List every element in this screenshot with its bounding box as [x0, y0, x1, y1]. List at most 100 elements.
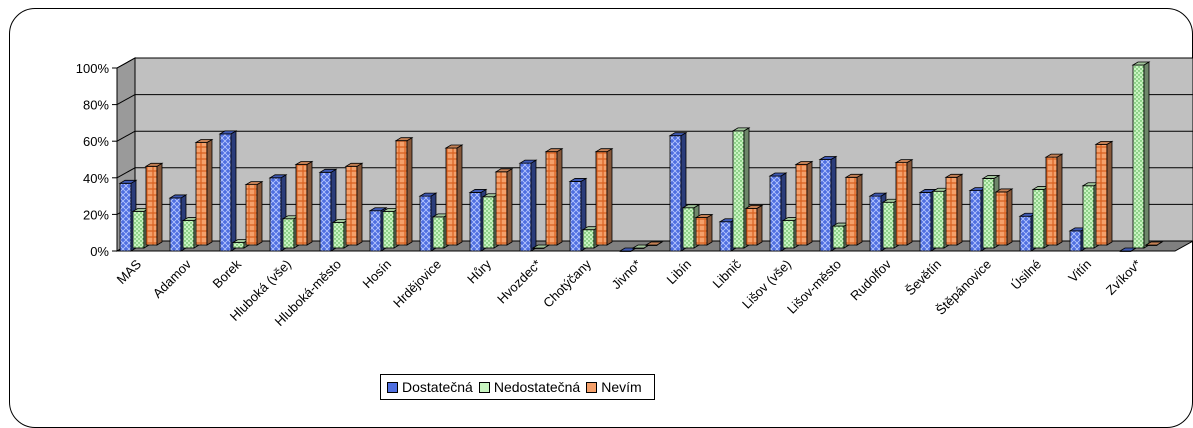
bar-top	[731, 127, 751, 132]
legend-label: Nedostatečná	[493, 379, 581, 395]
bar-top	[244, 181, 264, 186]
bar-front	[419, 195, 432, 252]
bar-top	[894, 159, 914, 164]
bar-front	[832, 225, 845, 249]
bar-top	[1131, 61, 1151, 66]
bar-top	[418, 192, 438, 197]
bar-front	[245, 184, 258, 246]
bar-top	[218, 130, 238, 135]
bar-top	[318, 168, 338, 173]
bar-front	[195, 142, 208, 246]
bar-top	[168, 194, 188, 199]
bar-front	[995, 191, 1008, 246]
legend: Dostatečná Nedostatečná Nevím	[380, 374, 655, 400]
bar-front	[1095, 143, 1108, 246]
bar-Nevím-Ševětín	[944, 173, 964, 246]
bar-side	[530, 159, 537, 252]
y-tick-label: 40%	[83, 171, 109, 186]
bar-side	[1056, 153, 1063, 246]
bar-top	[694, 214, 714, 218]
bar-top	[1144, 241, 1164, 246]
bar-front	[182, 220, 195, 249]
bar-top	[494, 168, 514, 173]
x-tick-label: Hosín	[359, 257, 394, 292]
bar-front	[869, 195, 882, 252]
bar-side	[906, 158, 913, 246]
bar-front	[345, 165, 358, 246]
bar-top	[944, 173, 964, 178]
legend-item: Nevím	[586, 379, 642, 395]
bar-side	[756, 204, 763, 246]
bar-front	[1045, 156, 1058, 246]
bar-front	[845, 176, 858, 246]
bar-side	[406, 136, 413, 246]
bar-top	[818, 156, 838, 160]
bar-side	[856, 173, 863, 246]
bar-top	[681, 204, 701, 209]
chart-svg: 0%20%40%60%80%100%MAS Adamov BorekHluboká …	[76, 57, 1193, 329]
bar-front	[819, 159, 832, 252]
x-tick-label: Ševětín	[902, 257, 944, 299]
bar-top	[294, 161, 314, 165]
bar-Nevím-Hvozdec*	[544, 147, 564, 246]
bar-top	[794, 161, 814, 165]
bar-front	[469, 192, 482, 252]
y-tick-label: 60%	[83, 134, 109, 149]
x-tick-label: Libnič	[709, 256, 744, 291]
x-tick-label: Borek	[209, 256, 244, 291]
bar-side	[706, 213, 713, 246]
bar-front	[732, 130, 745, 249]
x-tick-label: Rudolfov	[847, 256, 894, 303]
gridline-side	[116, 57, 136, 69]
bar-top	[518, 159, 538, 164]
gridline-side	[116, 167, 136, 179]
bar-Nevím-Lišov (vše)	[794, 160, 814, 246]
bar-front	[595, 151, 608, 246]
bar-front	[919, 192, 932, 252]
bar-front	[1032, 189, 1045, 249]
bar-top	[394, 137, 414, 142]
bar-front	[282, 218, 295, 249]
bar-front	[582, 229, 595, 249]
bar-front	[332, 221, 345, 249]
bar-top	[118, 179, 138, 184]
bar-front	[319, 171, 332, 252]
bar-front	[119, 182, 132, 252]
bar-side	[256, 180, 263, 246]
bar-side	[956, 173, 963, 246]
bar-front	[382, 210, 395, 249]
bar-top	[644, 241, 664, 246]
bar-front	[1069, 230, 1082, 252]
bar-front	[969, 190, 982, 252]
bar-side	[556, 147, 563, 246]
bar-side	[156, 162, 163, 246]
legend-label: Dostatečná	[402, 379, 473, 395]
legend-item: Dostatečná	[387, 379, 473, 395]
bar-top	[868, 192, 888, 197]
bar-Nevím-Hůry	[494, 168, 514, 246]
x-tick-label: MAS	[114, 256, 145, 287]
bar-top	[368, 207, 388, 212]
x-tick-label: Hrdějovice	[390, 257, 444, 311]
bar-top	[544, 148, 564, 153]
bar-Nevím-Rudolfov	[894, 158, 914, 246]
x-tick-label: Hůry	[464, 256, 494, 286]
x-tick-label: Adamov	[150, 256, 195, 301]
bar-top	[344, 162, 364, 167]
gridline-side	[116, 130, 136, 142]
legend-label: Nevím	[601, 379, 642, 395]
bar-front	[545, 151, 558, 246]
bar-Nevím-Hluboká-město	[344, 162, 364, 246]
bar-front	[269, 177, 282, 252]
bar-Nedostatečná-Jivno*	[631, 244, 651, 249]
bar-front	[145, 165, 158, 246]
bar-side	[1006, 188, 1013, 246]
bar-front	[482, 196, 495, 249]
x-tick-label: Lišov-město	[784, 257, 844, 317]
bar-front	[769, 175, 782, 252]
bar-side	[356, 162, 363, 246]
bar-side	[206, 138, 213, 246]
bar-front	[395, 140, 408, 246]
x-tick-label: Zvíkov*	[1103, 257, 1144, 298]
bar-front	[782, 220, 795, 249]
